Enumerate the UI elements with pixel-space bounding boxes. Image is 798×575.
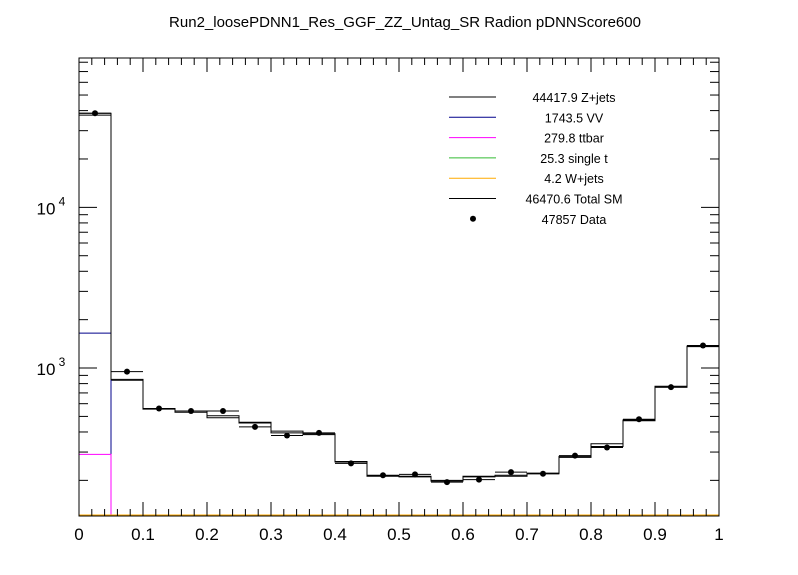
y-tick-label: 10 [37,360,56,379]
x-tick-label: 0.1 [131,525,155,544]
data-point [92,110,98,117]
data-point [124,368,130,375]
data-point [508,469,514,476]
data-point [284,432,290,439]
legend-marker [470,215,476,222]
data-point [220,408,226,415]
data-point [348,460,354,467]
data-point [476,476,482,483]
data-point [636,416,642,423]
series-total-sm [79,112,720,516]
series-vv [79,332,112,516]
series-ttbar [79,453,112,516]
histogram-bars [79,112,720,516]
legend-entry: 47857 Data [542,213,607,227]
data-point [188,408,194,415]
legend: 44417.9 Z+jets 1743.5 VV 279.8 ttbar 25.3 s… [449,91,623,227]
data-point [412,471,418,478]
legend-entry: 44417.9 Z+jets [532,91,615,105]
chart-title: Run2_loosePDNN1_Res_GGF_ZZ_Untag_SR Radi… [169,14,641,31]
x-tick-label: 0.7 [515,525,539,544]
data-point [252,423,258,430]
y-tick-label: 10 [37,199,56,218]
data-point [700,342,706,349]
data-point [444,479,450,486]
x-tick-label: 0.6 [451,525,475,544]
data-points [79,110,719,486]
y-tick-label-exponent: 4 [59,194,66,208]
data-point [540,470,546,477]
legend-entry: 1743.5 VV [545,111,604,125]
x-tick-label: 0.9 [643,525,667,544]
data-point [668,384,674,391]
x-tick-label: 0 [74,525,83,544]
data-point [156,405,162,412]
x-tick-label: 0.8 [579,525,603,544]
series-z-jets [79,114,720,516]
x-tick-label: 0.3 [259,525,283,544]
data-point [604,444,610,451]
legend-entry: 4.2 W+jets [544,172,603,186]
legend-entry: 279.8 ttbar [544,132,604,146]
data-point [316,429,322,436]
data-point [572,452,578,459]
x-tick-label: 0.5 [387,525,411,544]
x-tick-label: 0.4 [323,525,347,544]
x-tick-label: 1 [714,525,723,544]
data-point [380,472,386,479]
legend-entry: 46470.6 Total SM [525,193,622,207]
x-tick-label: 0.2 [195,525,219,544]
legend-entry: 25.3 single t [540,152,608,166]
y-tick-label-exponent: 3 [59,355,66,369]
